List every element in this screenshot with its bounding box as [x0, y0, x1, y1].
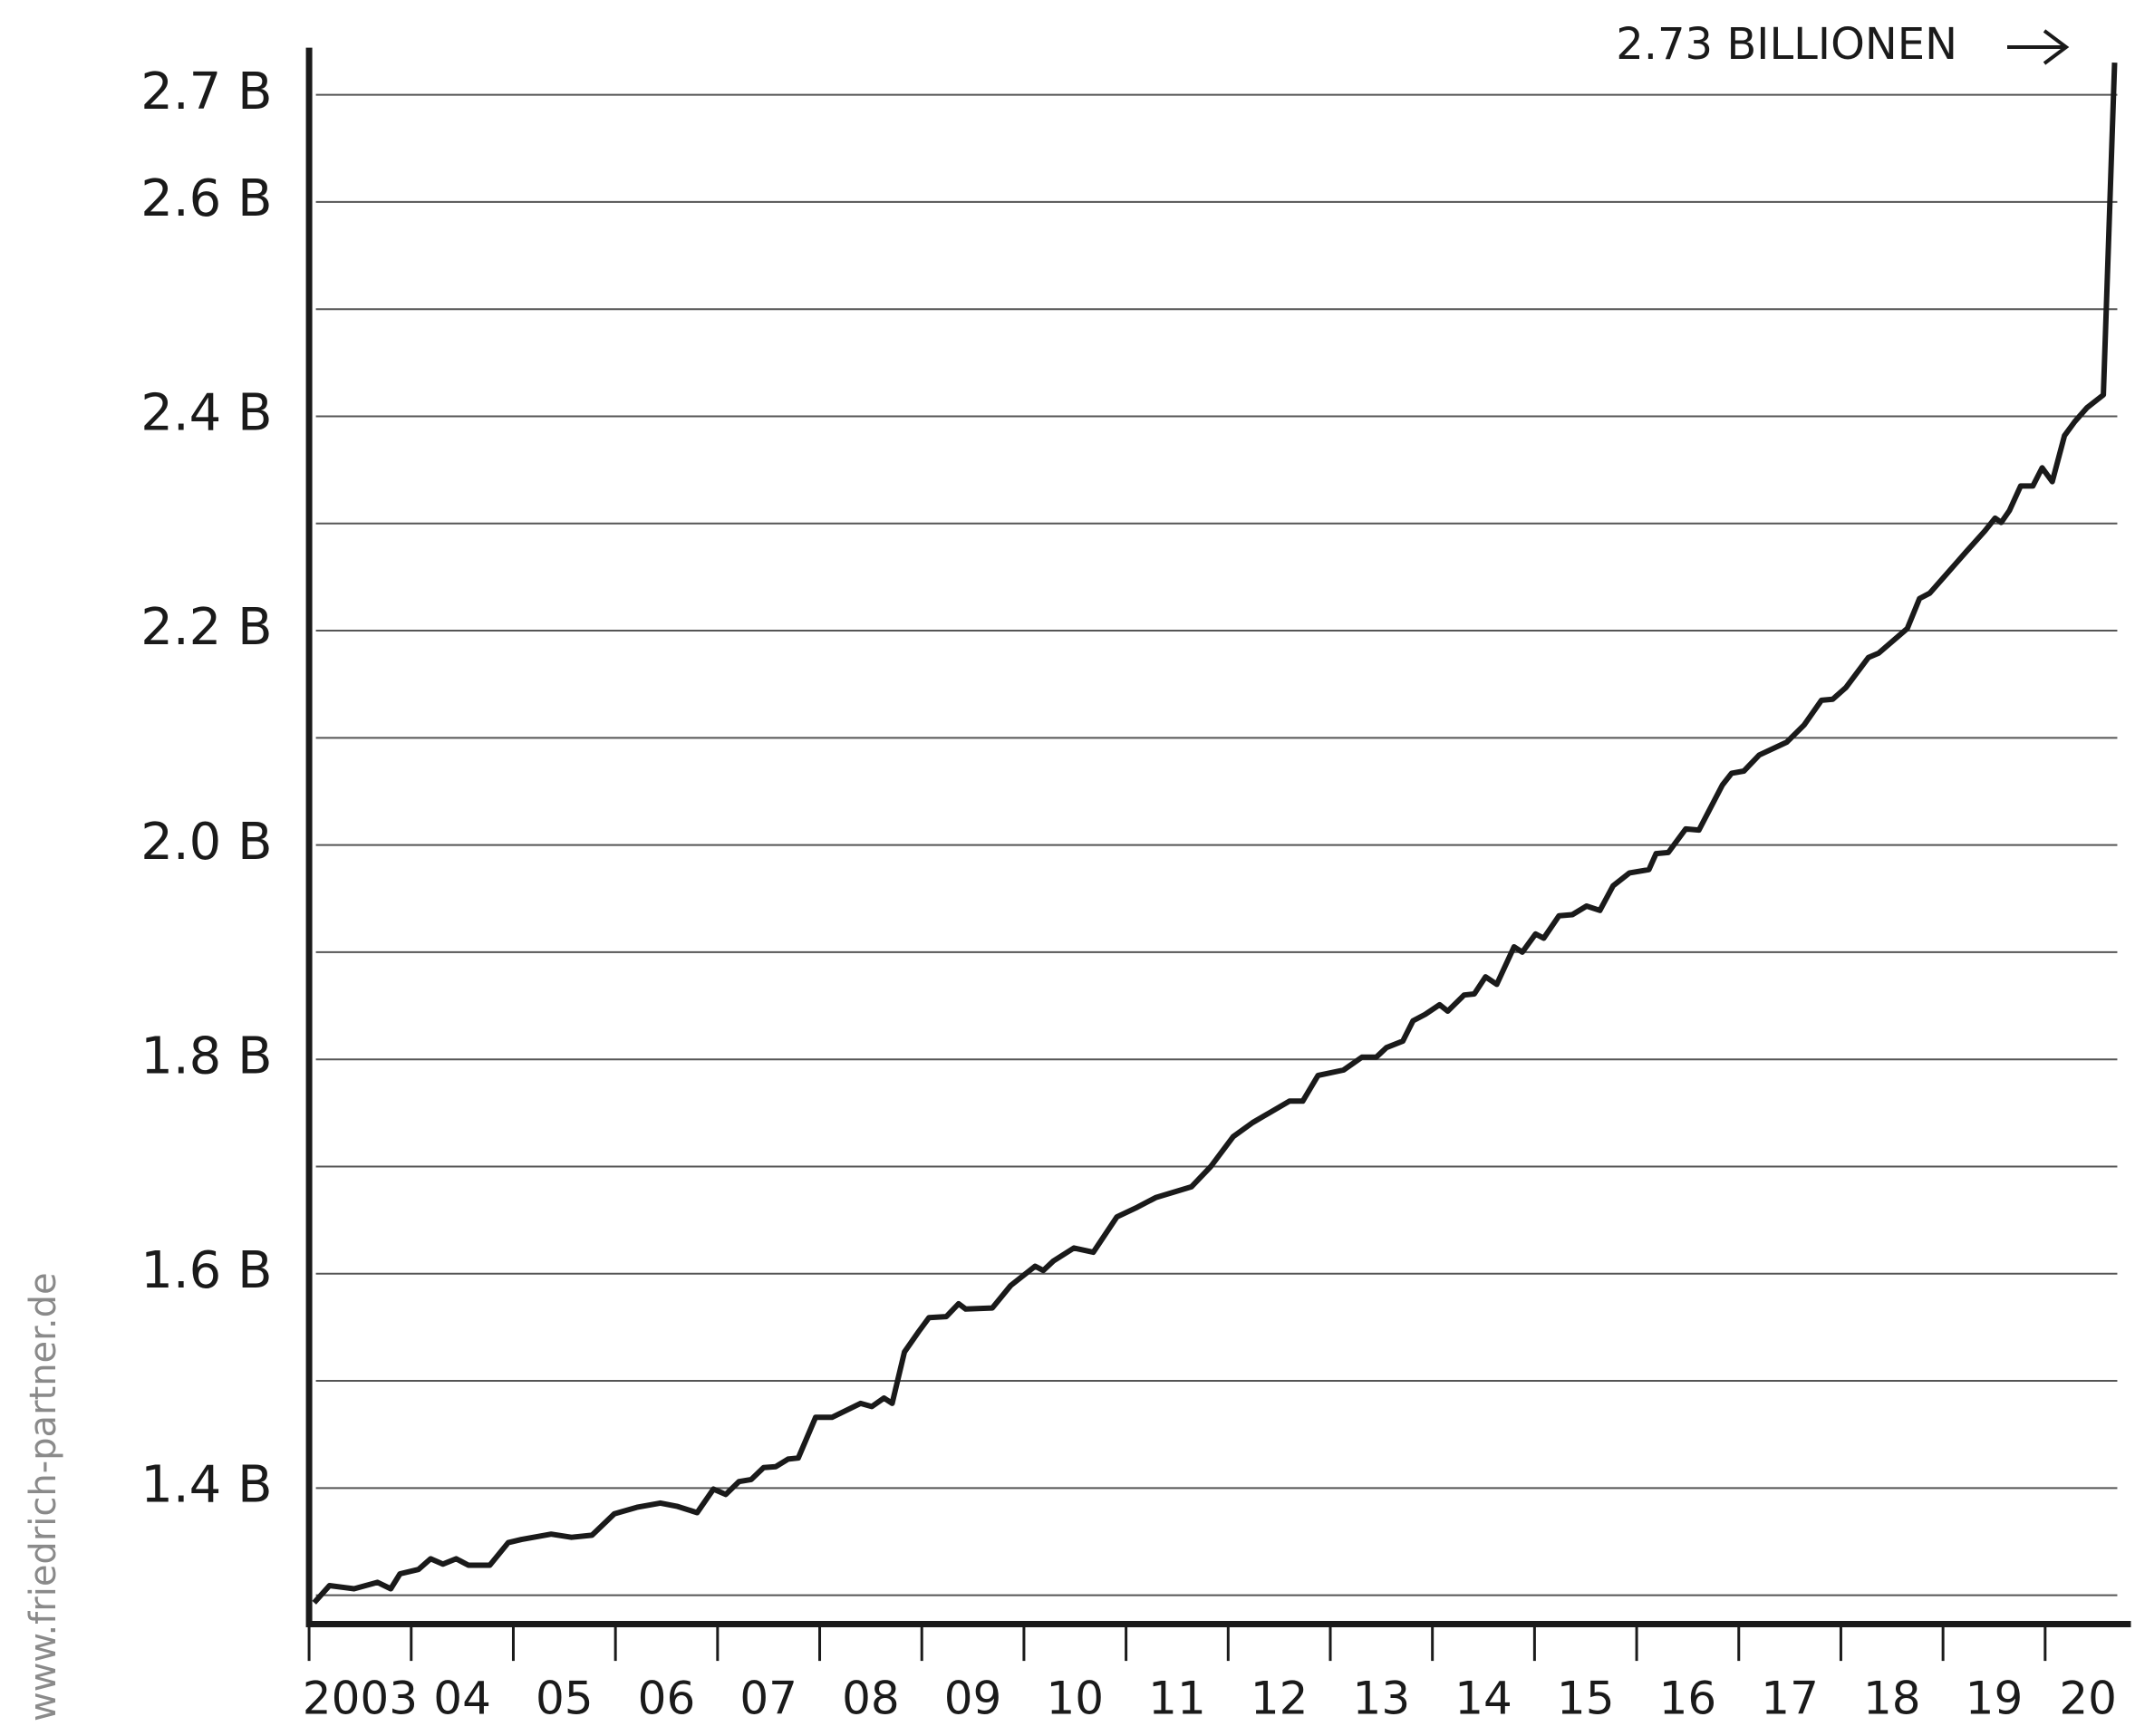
- x-tick-label: 18: [1863, 1673, 1921, 1725]
- x-tick-label: 17: [1761, 1673, 1819, 1725]
- x-tick-label: 06: [638, 1673, 696, 1725]
- y-tick-label: 2.0 B: [140, 813, 272, 872]
- annotation-arrow: [2007, 29, 2070, 65]
- annotation: 2.73 BILLIONEN: [1616, 19, 1957, 70]
- x-tick-label: 07: [739, 1673, 797, 1725]
- x-tick-label: 13: [1353, 1673, 1411, 1725]
- axes: [305, 47, 2131, 1628]
- data-line: [312, 62, 2118, 1605]
- y-tick-label: 1.8 B: [140, 1027, 272, 1085]
- x-tick-label: 09: [944, 1673, 1002, 1725]
- x-tick-label: 14: [1454, 1673, 1512, 1725]
- x-tick-label: 04: [433, 1673, 491, 1725]
- x-tick-label: 05: [536, 1673, 594, 1725]
- y-tick-label: 1.4 B: [140, 1455, 272, 1514]
- x-tick-label: 15: [1557, 1673, 1615, 1725]
- x-tick-label: 10: [1046, 1673, 1104, 1725]
- y-tick-label: 2.2 B: [140, 598, 272, 657]
- y-tick-label: 2.7 B: [140, 63, 272, 121]
- y-tick-label: 2.6 B: [140, 169, 272, 228]
- x-tick-label: 08: [842, 1673, 900, 1725]
- x-tick-label: 20: [2059, 1673, 2117, 1725]
- x-tick-label: 11: [1148, 1673, 1206, 1725]
- y-tick-label: 2.4 B: [140, 384, 272, 443]
- x-tick-label: 12: [1251, 1673, 1309, 1725]
- x-tick-label: 16: [1659, 1673, 1717, 1725]
- x-tick-label: 2003: [303, 1673, 418, 1725]
- y-tick-label: 1.6 B: [140, 1241, 272, 1300]
- x-tick-label: 19: [1966, 1673, 2024, 1725]
- watermark: www.friedrich-partner.de: [23, 1272, 64, 1722]
